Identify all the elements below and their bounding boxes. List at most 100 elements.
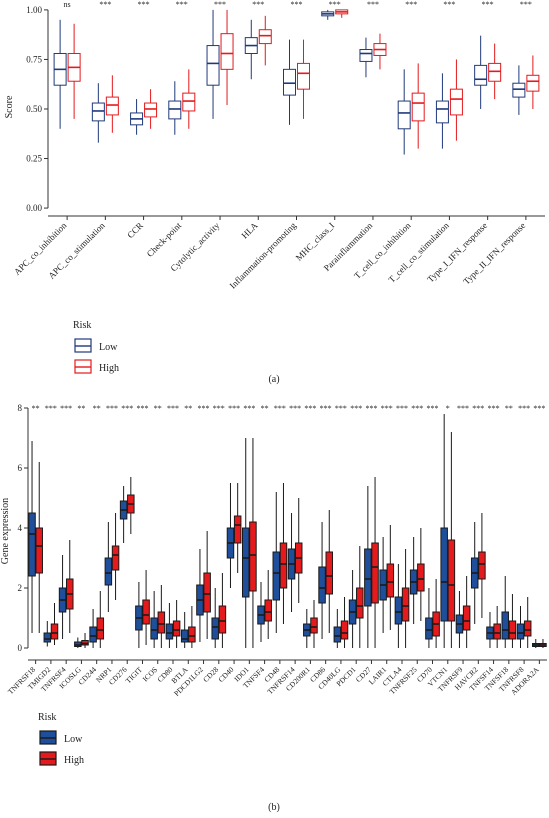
box [157,611,166,634]
box [371,542,379,604]
caption: (a) [268,374,279,385]
significance-label: *** [289,404,301,413]
box [233,515,242,544]
box [144,102,158,118]
significance-label: ns [64,0,71,9]
box [43,632,52,643]
y-tick-label: 0.50 [26,104,42,114]
y-tick-label: 6 [18,463,23,473]
x-tick-label: TIGIT [124,665,145,686]
box [283,68,296,96]
x-tick-label: ICOS [141,665,159,683]
legend-title: Risk [73,320,91,331]
box [526,74,540,92]
significance-label: *** [274,404,286,413]
significance-label: ** [77,404,85,413]
box [411,92,425,122]
significance-label: *** [411,404,423,413]
box [206,45,220,86]
significance-label: *** [520,0,532,9]
x-tick-label: CD40 [216,665,235,684]
box [165,623,174,640]
legend-label: Low [99,342,118,353]
significance-label: *** [99,0,111,9]
significance-label: *** [405,0,417,9]
box [279,542,288,589]
significance-label: * [446,404,450,413]
significance-label: *** [365,404,377,413]
y-tick-label: 8 [18,403,23,413]
significance-label: ** [505,404,513,413]
significance-label: *** [214,0,226,9]
box [401,587,410,622]
panel: 0.000.250.500.751.00ScoreAPC_co_inhibiti… [4,0,545,385]
box [188,626,196,643]
significance-label: *** [136,404,148,413]
box [325,551,334,595]
box [258,29,272,45]
box [211,617,219,640]
box [35,527,43,574]
significance-label: ** [184,404,192,413]
significance-label: *** [304,404,316,413]
significance-label: ** [32,404,40,413]
box [168,100,182,120]
box [172,620,181,637]
x-tick-label: CCR [125,220,145,240]
y-tick-label: 2 [18,583,23,593]
box [203,572,211,613]
box [394,596,403,625]
box [435,100,449,124]
significance-label: *** [533,404,545,413]
box [478,551,486,580]
box [440,527,448,622]
significance-label: *** [243,404,255,413]
significance-label: *** [427,404,439,413]
significance-label: *** [45,404,57,413]
box [104,557,113,586]
box [264,599,272,622]
significance-label: *** [350,404,362,413]
box [310,617,318,634]
box [182,92,196,112]
box [516,623,525,640]
significance-label: ** [261,404,269,413]
box [447,539,456,622]
box [91,102,105,122]
box [105,96,119,116]
box [50,623,59,640]
significance-label: *** [396,404,408,413]
significance-label: *** [329,0,341,9]
significance-label: *** [213,404,225,413]
x-tick-label: Check-point [145,220,184,259]
legend-title: Risk [38,712,56,723]
significance-label: *** [482,0,494,9]
significance-label: ** [93,404,101,413]
caption: (b) [268,802,280,813]
box [249,521,257,592]
significance-label: *** [320,404,332,413]
significance-label: *** [60,404,72,413]
significance-label: *** [167,404,179,413]
box [488,62,502,82]
box [96,617,105,640]
box [297,62,310,90]
box [397,100,411,130]
box [512,82,526,98]
box [241,527,250,598]
legend-label: High [99,363,119,374]
box [508,620,517,640]
box [218,605,227,634]
significance-label: *** [472,404,484,413]
x-tick-label: HLA [240,220,261,241]
box [28,512,36,577]
y-tick-label: 0 [18,643,23,653]
legend-label: Low [64,734,83,745]
x-tick-label: MHC_class_I [294,220,336,262]
box [364,548,372,607]
box [89,626,97,643]
box [150,617,158,640]
box [180,629,189,643]
box [340,620,349,640]
